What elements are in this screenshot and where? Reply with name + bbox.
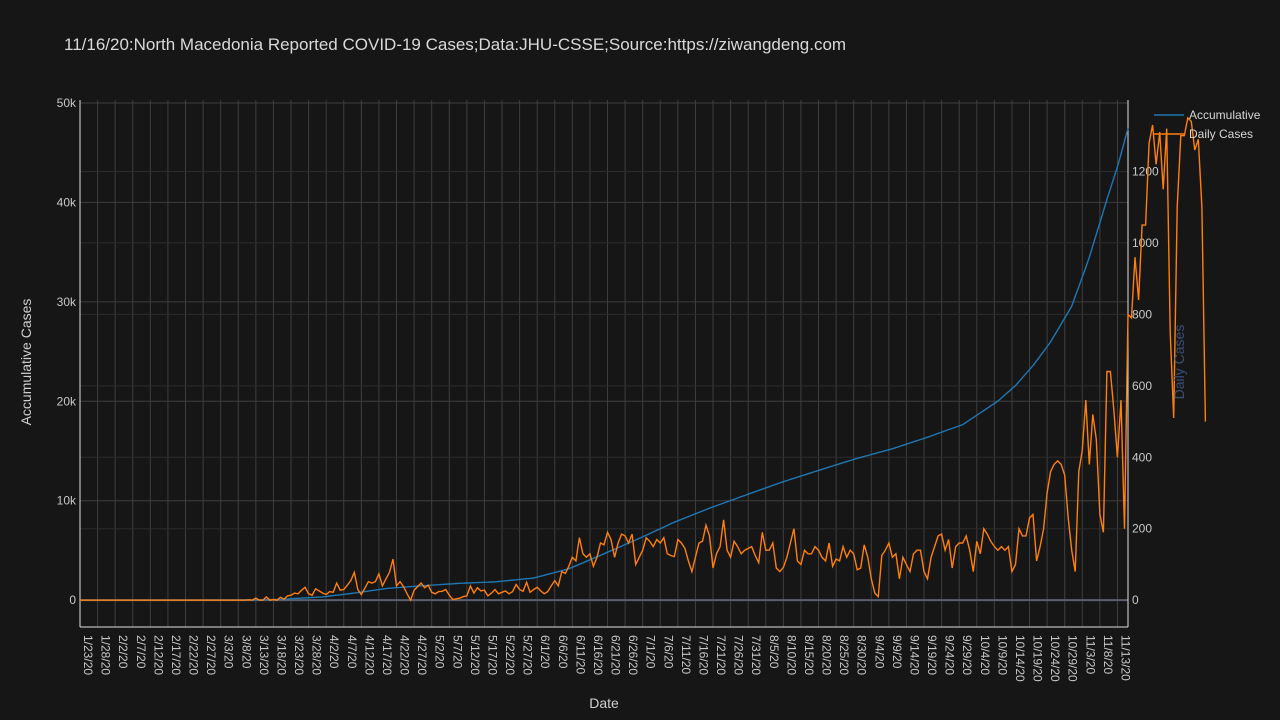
x-tick-label: 4/12/20 (362, 635, 376, 675)
x-tick-label: 10/9/20 (995, 635, 1009, 675)
x-tick-label: 8/20/20 (820, 635, 834, 675)
x-tick-label: 4/27/20 (415, 635, 429, 675)
x-tick-label: 6/21/20 (609, 635, 623, 675)
y2-axis-label: Daily Cases (1171, 325, 1187, 400)
x-tick-label: 10/19/20 (1031, 635, 1045, 682)
x-tick-label: 2/27/20 (204, 635, 218, 675)
x-tick-label: 11/8/20 (1101, 635, 1115, 674)
x-tick-label: 8/25/20 (837, 635, 851, 675)
x-tick-label: 8/15/20 (802, 635, 816, 675)
y2-tick-label: 400 (1132, 450, 1152, 464)
x-tick-label: 7/26/20 (732, 635, 746, 675)
x-tick-label: 2/22/20 (187, 635, 201, 675)
y2-axis-ticks: 0 200 400 600 800 1000 1200 (1132, 164, 1159, 607)
x-tick-label: 9/29/20 (960, 635, 974, 675)
x-tick-label: 7/11/20 (679, 635, 693, 674)
plot-frame (79, 100, 1129, 628)
y2-tick-label: 1200 (1132, 164, 1159, 178)
x-tick-label: 1/28/20 (99, 635, 113, 675)
x-tick-label: 9/24/20 (943, 635, 957, 675)
x-tick-label: 8/10/20 (784, 635, 798, 675)
x-tick-label: 2/7/20 (134, 635, 148, 669)
series-line-accumulative (80, 128, 1129, 601)
legend-label-daily-cases: Daily Cases (1189, 127, 1253, 141)
x-tick-label: 8/5/20 (767, 635, 781, 669)
x-tick-label: 5/17/20 (485, 635, 499, 675)
x-tick-label: 5/2/20 (433, 635, 447, 669)
x-tick-label: 2/17/20 (169, 635, 183, 675)
legend-label-accumulative: Accumulative (1189, 108, 1261, 122)
series-line-daily-cases (80, 116, 1207, 602)
y-tick-label: 50k (57, 96, 77, 110)
x-tick-label: 1/23/20 (81, 635, 95, 675)
x-tick-label: 11/3/20 (1083, 635, 1097, 674)
x-tick-label: 8/30/20 (855, 635, 869, 675)
x-tick-label: 6/11/20 (573, 635, 587, 674)
y2-tick-label: 200 (1132, 522, 1152, 536)
y2-tick-label: 1000 (1132, 236, 1159, 250)
x-tick-label: 5/22/20 (503, 635, 517, 675)
y2-tick-label: 0 (1132, 593, 1139, 607)
x-tick-label: 9/9/20 (890, 635, 904, 669)
y-axis-label: Accumulative Cases (18, 299, 34, 426)
chart-title: 11/16/20:North Macedonia Reported COVID-… (64, 35, 846, 54)
x-tick-label: 7/1/20 (644, 635, 658, 669)
y-tick-label: 40k (57, 195, 77, 209)
x-tick-label: 6/26/20 (626, 635, 640, 675)
x-tick-label: 3/23/20 (292, 635, 306, 675)
x-tick-label: 6/6/20 (556, 635, 570, 669)
y-tick-label: 0 (69, 593, 76, 607)
x-tick-label: 6/16/20 (591, 635, 605, 675)
y-tick-label: 30k (57, 295, 77, 309)
x-tick-label: 7/6/20 (661, 635, 675, 669)
x-tick-label: 4/17/20 (380, 635, 394, 675)
x-tick-label: 4/2/20 (327, 635, 341, 669)
x-tick-label: 3/13/20 (257, 635, 271, 675)
y-tick-label: 10k (57, 494, 77, 508)
x-tick-label: 9/19/20 (925, 635, 939, 675)
x-axis-label: Date (589, 695, 619, 711)
x-tick-label: 2/12/20 (151, 635, 165, 675)
y2-tick-label: 800 (1132, 307, 1152, 321)
x-tick-label: 10/14/20 (1013, 635, 1027, 682)
series-lines (80, 116, 1207, 602)
y2-tick-label: 600 (1132, 379, 1152, 393)
x-tick-label: 2/2/20 (116, 635, 130, 669)
x-tick-label: 7/21/20 (714, 635, 728, 675)
x-tick-label: 10/29/20 (1066, 635, 1080, 682)
x-tick-label: 10/24/20 (1048, 635, 1062, 682)
x-tick-label: 3/18/20 (274, 635, 288, 675)
y-axis-ticks: 0 10k 20k 30k 40k 50k (57, 96, 77, 607)
x-tick-label: 11/13/20 (1118, 635, 1132, 681)
x-tick-label: 4/7/20 (345, 635, 359, 669)
legend: Accumulative Daily Cases (1154, 108, 1261, 141)
x-tick-label: 4/22/20 (398, 635, 412, 675)
x-tick-label: 5/7/20 (450, 635, 464, 669)
x-tick-label: 5/27/20 (521, 635, 535, 675)
x-tick-label: 6/1/20 (538, 635, 552, 669)
x-tick-label: 9/14/20 (907, 635, 921, 675)
x-tick-label: 10/4/20 (978, 635, 992, 675)
x-axis-ticks: 1/23/20 1/28/20 2/2/20 2/7/20 2/12/20 2/17/20… (81, 635, 1132, 682)
x-tick-label: 7/31/20 (749, 635, 763, 675)
x-tick-label: 3/3/20 (222, 635, 236, 669)
y-tick-label: 20k (57, 394, 77, 408)
x-tick-label: 7/16/20 (696, 635, 710, 675)
x-tick-label: 5/12/20 (468, 635, 482, 675)
x-tick-label: 3/8/20 (239, 635, 253, 669)
x-tick-label: 9/4/20 (872, 635, 886, 669)
x-tick-label: 3/28/20 (310, 635, 324, 675)
